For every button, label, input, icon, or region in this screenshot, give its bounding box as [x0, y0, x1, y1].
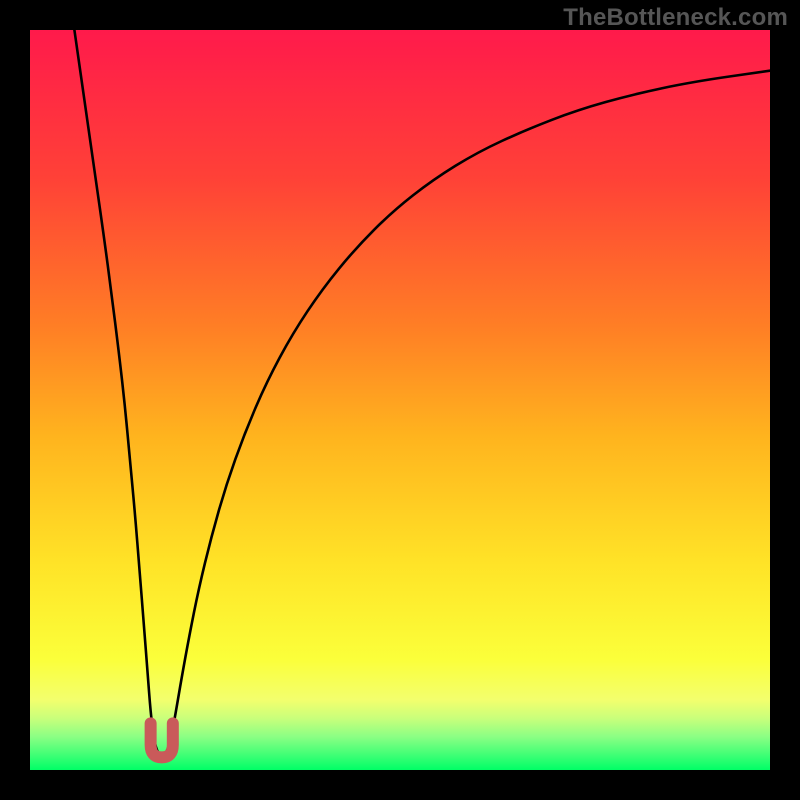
- plot-area: [30, 30, 770, 770]
- watermark-text: TheBottleneck.com: [563, 4, 788, 32]
- gradient-background: [30, 30, 770, 770]
- figure-root: TheBottleneck.com: [0, 0, 800, 800]
- plot-svg: [30, 30, 770, 770]
